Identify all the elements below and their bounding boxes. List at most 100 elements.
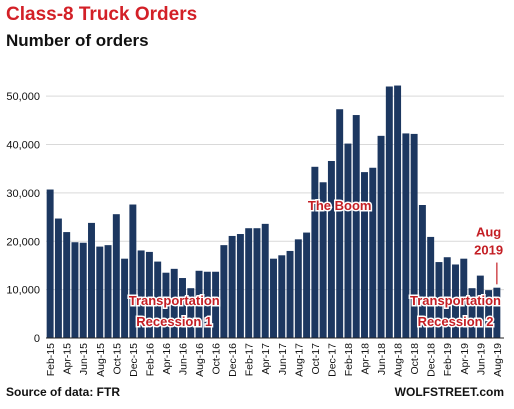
- chart-title: Class-8 Truck Orders: [6, 4, 198, 25]
- x-tick-label: Jun-16: [178, 343, 190, 375]
- annotation-label: 2019: [474, 242, 503, 257]
- bar: [352, 115, 360, 338]
- bar: [104, 245, 112, 338]
- bar: [261, 223, 269, 338]
- bar: [460, 258, 468, 338]
- bar: [112, 214, 120, 338]
- x-tick-label: Aug-15: [95, 343, 107, 377]
- bar: [212, 271, 220, 338]
- bar: [278, 255, 286, 338]
- bar: [327, 160, 335, 338]
- x-tick-label: Jun-19: [475, 343, 487, 375]
- bar: [319, 182, 327, 338]
- brand-label: WOLFSTREET.com: [394, 385, 504, 399]
- x-tick-label: Apr-15: [62, 343, 74, 375]
- source-note: Source of data: FTR: [6, 385, 121, 399]
- bar: [121, 258, 129, 338]
- bar: [435, 262, 443, 338]
- x-tick-label: Apr-19: [459, 343, 471, 375]
- x-tick-label: Apr-16: [161, 343, 173, 375]
- y-tick-label: 30,000: [6, 188, 40, 200]
- annotation-label: Recession 2: [418, 314, 494, 329]
- bar: [96, 246, 104, 338]
- annotation-label: Transportation: [129, 293, 220, 308]
- x-tick-label: Dec-18: [426, 343, 438, 377]
- bar: [443, 257, 451, 338]
- bar: [54, 218, 62, 338]
- annotation-label: Aug: [476, 224, 501, 239]
- chart-subtitle: Number of orders: [6, 31, 149, 50]
- bar: [452, 264, 459, 338]
- bar: [410, 133, 418, 338]
- bar: [137, 250, 145, 338]
- x-tick-label: Oct-17: [310, 343, 322, 375]
- x-tick-label: Feb-17: [244, 343, 256, 376]
- x-tick-label: Oct-18: [409, 343, 421, 375]
- y-tick-label: 10,000: [6, 285, 40, 297]
- bar: [46, 189, 54, 338]
- bar: [228, 235, 236, 338]
- x-tick-label: Apr-18: [360, 343, 372, 375]
- bar: [369, 167, 377, 338]
- bar: [385, 86, 393, 338]
- x-tick-label: Aug-16: [194, 343, 206, 377]
- bar: [145, 251, 153, 338]
- x-tick-label: Feb-15: [45, 343, 57, 376]
- bar: [203, 271, 211, 338]
- x-tick-label: Dec-16: [227, 343, 239, 377]
- x-tick-label: Feb-16: [144, 343, 156, 376]
- bar: [71, 242, 79, 338]
- bar: [377, 135, 385, 338]
- bar: [270, 258, 277, 338]
- y-tick-label: 40,000: [6, 140, 40, 152]
- annotation-label: Recession 1: [136, 314, 212, 329]
- bar: [170, 268, 178, 338]
- bar: [418, 205, 426, 338]
- x-tick-label: Oct-16: [211, 343, 223, 375]
- bar: [236, 234, 244, 338]
- y-tick-label: 0: [34, 333, 40, 345]
- bar: [88, 222, 95, 338]
- x-tick-label: Aug-18: [393, 343, 405, 377]
- bar: [402, 133, 410, 338]
- bar: [79, 242, 87, 338]
- bar: [468, 288, 476, 338]
- y-tick-label: 50,000: [6, 91, 40, 103]
- bar: [220, 245, 228, 338]
- x-tick-label: Jun-15: [78, 343, 90, 375]
- x-tick-label: Jun-17: [277, 343, 289, 375]
- annotation-label: Transportation: [410, 293, 501, 308]
- bar: [336, 109, 344, 339]
- bar: [187, 288, 195, 338]
- x-tick-label: Jun-18: [376, 343, 388, 375]
- bar: [129, 204, 137, 338]
- bar: [245, 228, 253, 338]
- bar: [476, 275, 484, 338]
- bar: [361, 172, 368, 338]
- bar: [394, 85, 402, 339]
- bar: [162, 272, 170, 338]
- bar: [195, 270, 203, 338]
- bar: [179, 278, 186, 338]
- bar: [493, 287, 501, 338]
- bar: [253, 228, 261, 338]
- annotation-label: The Boom: [308, 198, 372, 213]
- x-tick-label: Dec-17: [326, 343, 338, 377]
- bar: [154, 261, 162, 338]
- bar: [286, 250, 294, 338]
- x-tick-label: Feb-18: [343, 343, 355, 376]
- bar: [63, 232, 71, 338]
- x-tick-label: Aug-17: [293, 343, 305, 377]
- bar: [485, 290, 493, 338]
- x-tick-label: Feb-19: [442, 343, 454, 376]
- bar: [294, 239, 302, 338]
- y-tick-label: 20,000: [6, 236, 40, 248]
- x-tick-label: Apr-17: [260, 343, 272, 375]
- x-tick-label: Oct-15: [111, 343, 123, 375]
- x-tick-label: Aug-19: [492, 343, 504, 377]
- bar: [427, 236, 435, 338]
- bar: [303, 232, 311, 338]
- bar: [344, 143, 352, 338]
- bar: [311, 166, 319, 338]
